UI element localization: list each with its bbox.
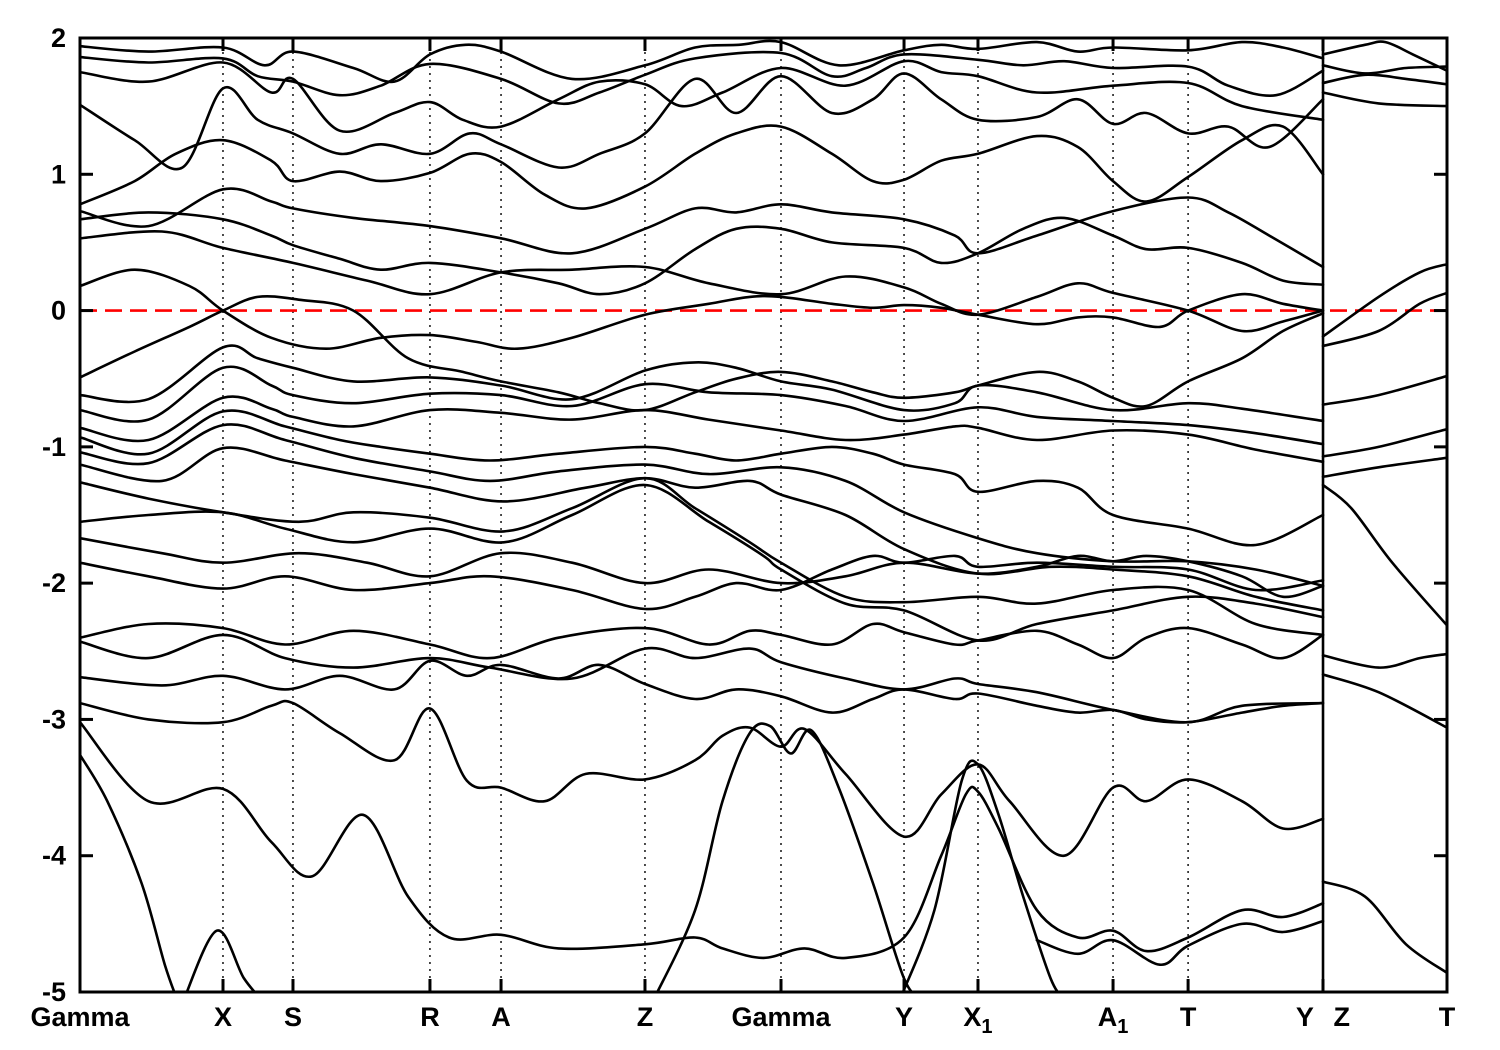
band-curve bbox=[80, 39, 1325, 84]
band-curve bbox=[80, 483, 1325, 642]
band-curve bbox=[80, 554, 1325, 611]
band-curve bbox=[1321, 880, 1447, 975]
band-curve bbox=[1321, 483, 1447, 627]
band-curve bbox=[80, 659, 1325, 724]
k-point-label: T bbox=[1180, 1002, 1197, 1032]
k-point-label: A1 bbox=[1098, 1002, 1129, 1038]
band-curve bbox=[80, 211, 1325, 296]
band-curve bbox=[80, 187, 1325, 269]
y-axis-tick-label: -1 bbox=[42, 432, 66, 462]
k-point-label: R bbox=[420, 1002, 440, 1032]
band-curve bbox=[80, 229, 1325, 333]
band-curve bbox=[80, 476, 1325, 637]
band-curve bbox=[80, 365, 1325, 446]
x-axis-labels: Gamma X S R A Z Gamma Y X1 A1 T Y Z T bbox=[30, 1002, 1455, 1038]
y-axis-tick-label: -3 bbox=[42, 704, 66, 734]
y-axis-tick-label: -4 bbox=[42, 841, 66, 871]
bands-group bbox=[80, 39, 1447, 992]
band-curve bbox=[80, 50, 1325, 106]
band-curve bbox=[80, 344, 1325, 423]
k-point-label: Y bbox=[895, 1002, 913, 1032]
y-axis-tick-label: -2 bbox=[42, 568, 66, 598]
y-axis-tick-label: 0 bbox=[51, 296, 66, 326]
band-curve bbox=[80, 536, 1325, 599]
y-axis-tick-label: 1 bbox=[51, 159, 66, 189]
band-curve bbox=[1321, 456, 1447, 479]
k-point-label: Z bbox=[637, 1002, 654, 1032]
k-point-label: Gamma bbox=[30, 1002, 130, 1032]
band-curve bbox=[1321, 673, 1447, 729]
band-curve bbox=[901, 759, 1060, 992]
band-curve bbox=[655, 722, 914, 992]
band-curve bbox=[1321, 652, 1447, 669]
band-curve bbox=[80, 446, 1325, 612]
y-axis-tick-label: 2 bbox=[51, 23, 66, 53]
band-curve bbox=[1321, 40, 1447, 72]
k-point-label: X1 bbox=[963, 1002, 992, 1038]
band-curve bbox=[80, 753, 176, 992]
tick-marks bbox=[78, 36, 1449, 994]
plot-border bbox=[78, 36, 1449, 994]
band-curve bbox=[1321, 427, 1447, 458]
band-curve bbox=[1321, 291, 1447, 348]
band-curve bbox=[80, 633, 1325, 724]
band-curve bbox=[1321, 64, 1447, 75]
k-point-label: Z bbox=[1333, 1002, 1350, 1032]
k-point-label: S bbox=[284, 1002, 302, 1032]
band-curve bbox=[1321, 374, 1447, 406]
band-curve bbox=[80, 409, 1325, 547]
band-curve bbox=[1321, 91, 1447, 108]
k-point-label: T bbox=[1439, 1002, 1456, 1032]
y-axis-labels: 2 1 0 -1 -2 -3 -4 -5 bbox=[42, 23, 66, 1007]
band-curve bbox=[80, 123, 1325, 210]
band-curve bbox=[80, 699, 1325, 857]
k-point-label: Gamma bbox=[731, 1002, 831, 1032]
band-curve bbox=[80, 59, 1325, 134]
band-curve bbox=[80, 395, 1325, 464]
k-point-label: Y bbox=[1296, 1002, 1314, 1032]
band-curve bbox=[80, 268, 1325, 351]
band-curve bbox=[1321, 262, 1447, 338]
band-curve bbox=[80, 720, 1325, 960]
y-axis-tick-label: -5 bbox=[42, 977, 66, 1007]
band-curve bbox=[80, 72, 1325, 171]
k-point-label: X bbox=[214, 1002, 232, 1032]
band-curve bbox=[80, 294, 1325, 412]
band-curve bbox=[80, 423, 1325, 588]
band-curve bbox=[80, 622, 1325, 660]
band-curve bbox=[1321, 73, 1447, 86]
k-point-label: A bbox=[491, 1002, 511, 1032]
band-curve bbox=[1035, 919, 1325, 966]
